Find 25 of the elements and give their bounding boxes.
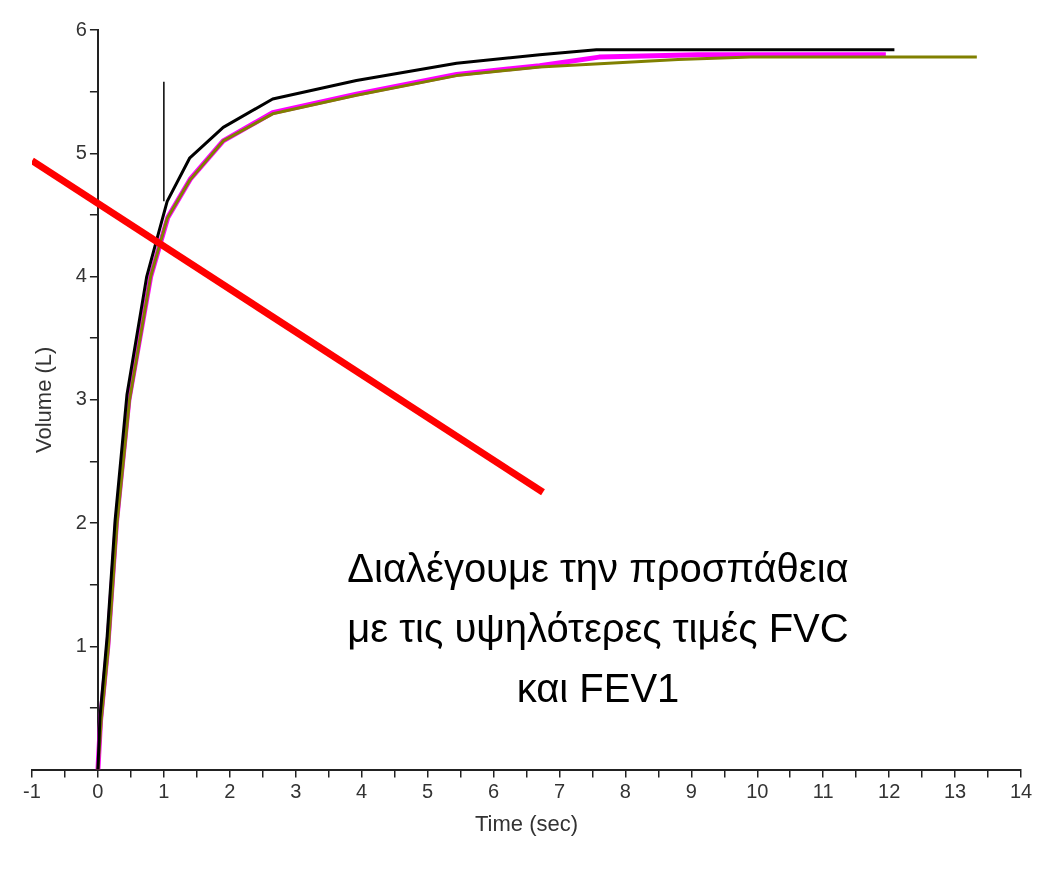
x-tick-label: 3 xyxy=(290,780,302,803)
x-tick-label: 9 xyxy=(685,780,697,803)
x-tick-label: -1 xyxy=(23,780,41,803)
x-tick-label: 5 xyxy=(422,780,434,803)
x-tick-label: 13 xyxy=(943,780,967,803)
x-tick-label: 1 xyxy=(158,780,170,803)
x-tick-label: 12 xyxy=(878,780,901,803)
y-tick-label: 5 xyxy=(75,140,87,163)
y-axis-title: Volume (L) xyxy=(31,346,57,453)
x-tick-label: 2 xyxy=(224,780,236,803)
x-tick-label: 7 xyxy=(553,780,566,803)
y-tick-label: 1 xyxy=(75,633,87,656)
y-tick-label: 4 xyxy=(75,264,87,287)
x-tick-label: 10 xyxy=(746,780,769,803)
x-tick-label: 8 xyxy=(619,780,631,803)
x-tick-label: 4 xyxy=(356,780,368,803)
x-axis-title: Time (sec) xyxy=(474,810,579,836)
y-tick-label: 2 xyxy=(75,510,87,533)
x-tick-label: 6 xyxy=(487,780,500,803)
x-tick-label: 0 xyxy=(92,780,104,803)
y-tick-label: 6 xyxy=(75,17,87,40)
x-tick-label: 11 xyxy=(812,780,834,803)
y-tick-label: 3 xyxy=(75,387,87,410)
annotation: Διαλέγουμε την προσπάθεια με τις υψηλότερες τιμές FVC και FEV1 xyxy=(346,545,850,712)
x-tick-label: 14 xyxy=(1009,780,1033,803)
